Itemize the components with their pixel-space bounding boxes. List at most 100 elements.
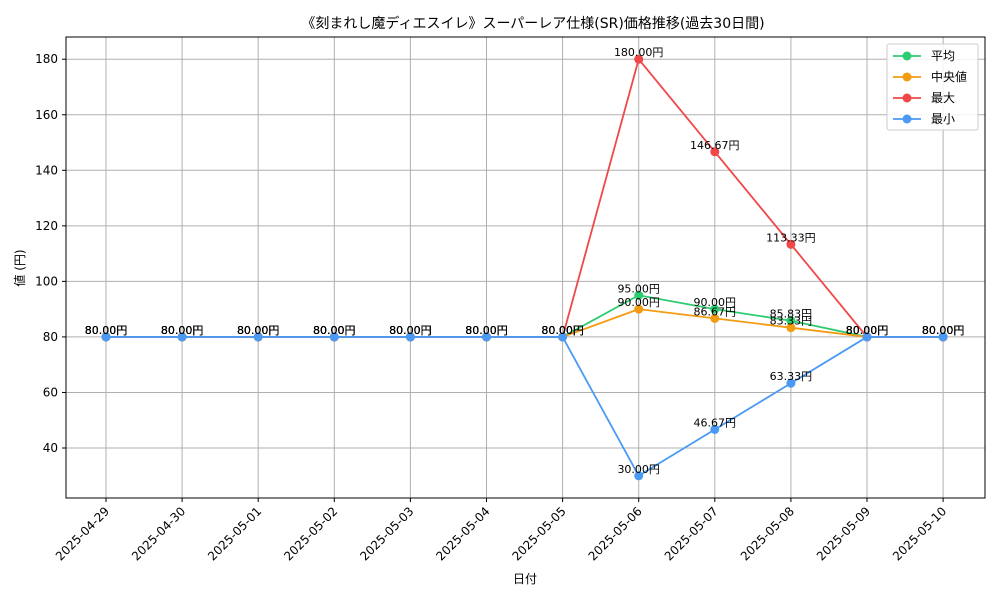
data-label-2-11: 80.00円 — [922, 324, 965, 337]
series-line-3 — [106, 336, 944, 478]
legend-label-0: 平均 — [931, 49, 955, 63]
x-tick-label: 2025-05-10 — [890, 504, 949, 563]
y-tick-label: 140 — [35, 163, 58, 177]
data-label-1-10: 80.00円 — [846, 324, 889, 337]
x-tick-label: 2025-05-07 — [662, 504, 721, 563]
data-point-0-7 — [634, 290, 644, 300]
data-label-3-0: 80.00円 — [85, 324, 128, 337]
x-tick-label: 2025-05-05 — [510, 504, 569, 563]
data-label-1-4: 80.00円 — [389, 324, 432, 337]
data-label-1-9: 83.33円 — [770, 315, 813, 328]
data-label-1-11: 80.00円 — [922, 324, 965, 337]
legend-label-2: 最大 — [931, 91, 955, 105]
data-label-2-8: 146.67円 — [690, 139, 740, 152]
data-point-2-9 — [786, 239, 796, 249]
data-label-0-10: 80.00円 — [846, 324, 889, 337]
plot-frame — [65, 36, 986, 499]
data-label-0-0: 80.00円 — [85, 324, 128, 337]
y-axis-ticks: 40 60 80 100 120 140 160 180 — [35, 52, 66, 455]
data-point-3-5 — [482, 332, 491, 342]
data-label-3-10: 80.00円 — [846, 324, 889, 337]
data-label-2-5: 80.00円 — [465, 324, 508, 337]
data-point-1-7 — [634, 304, 644, 314]
data-label-2-9: 113.33円 — [766, 231, 816, 244]
x-tick-label: 2025-04-30 — [129, 504, 188, 563]
y-tick-label: 40 — [43, 441, 58, 455]
chart-title: 《刻まれし魔ディエスイレ》スーパーレア仕様(SR)価格推移(過去30日間) — [301, 15, 764, 32]
data-label-2-0: 80.00円 — [85, 324, 128, 337]
data-label-3-2: 80.00円 — [237, 324, 280, 337]
y-tick-label: 180 — [35, 52, 58, 66]
data-point-3-6 — [558, 332, 568, 342]
data-point-3-11 — [938, 332, 948, 342]
y-tick-label: 100 — [35, 274, 58, 288]
data-point-3-3 — [329, 332, 339, 342]
data-point-1-9 — [786, 323, 796, 333]
data-point-3-2 — [253, 332, 263, 342]
data-point-0-9 — [786, 316, 796, 326]
data-label-1-5: 80.00円 — [465, 324, 508, 337]
x-tick-label: 2025-05-02 — [281, 504, 340, 563]
x-tick-label: 2025-05-06 — [586, 504, 645, 563]
x-tick-label: 2025-05-04 — [433, 504, 492, 563]
data-point-2-7 — [634, 54, 644, 64]
data-label-1-7: 90.00円 — [617, 296, 660, 309]
data-point-3-4 — [405, 332, 415, 342]
data-point-1-8 — [710, 313, 720, 323]
data-label-3-7: 30.00円 — [617, 463, 660, 476]
data-point-3-0 — [101, 332, 111, 342]
data-label-3-11: 80.00円 — [922, 324, 965, 337]
data-label-2-3: 80.00円 — [313, 324, 356, 337]
y-tick-label: 160 — [35, 108, 58, 122]
data-label-2-2: 80.00円 — [237, 324, 280, 337]
data-label-3-5: 80.00円 — [465, 324, 508, 337]
data-label-0-3: 80.00円 — [313, 324, 356, 337]
data-label-2-4: 80.00円 — [389, 324, 432, 337]
legend-marker-0 — [902, 51, 912, 61]
data-label-3-4: 80.00円 — [389, 324, 432, 337]
legend-marker-2 — [902, 93, 912, 103]
data-label-0-1: 80.00円 — [161, 324, 204, 337]
legend-label-1: 中央値 — [931, 69, 967, 84]
y-tick-label: 120 — [35, 219, 58, 233]
y-tick-label: 60 — [43, 385, 58, 399]
data-label-0-11: 80.00円 — [922, 324, 965, 337]
data-point-3-9 — [786, 378, 796, 388]
x-tick-label: 2025-04-29 — [53, 504, 112, 563]
data-label-1-1: 80.00円 — [161, 324, 204, 337]
grid-lines — [66, 37, 985, 498]
x-tick-label: 2025-05-09 — [814, 504, 873, 563]
data-label-0-5: 80.00円 — [465, 324, 508, 337]
data-label-3-3: 80.00円 — [313, 324, 356, 337]
legend-marker-3 — [902, 114, 912, 124]
data-point-2-8 — [710, 147, 720, 157]
data-label-0-2: 80.00円 — [237, 324, 280, 337]
x-tick-label: 2025-05-08 — [738, 504, 797, 563]
y-axis-label: 値 (円) — [12, 249, 27, 286]
x-axis-label: 日付 — [513, 572, 537, 586]
data-label-2-1: 80.00円 — [161, 324, 204, 337]
x-tick-label: 2025-05-03 — [357, 504, 416, 563]
data-label-2-6: 80.00円 — [541, 324, 584, 337]
data-label-2-10: 80.00円 — [846, 324, 889, 337]
data-point-0-8 — [710, 304, 720, 314]
data-labels: 80.00円 80.00円 80.00円 80.00円 80.00円 80.00円 80.0… — [85, 46, 965, 476]
legend-label-3: 最小 — [931, 112, 955, 126]
x-tick-label: 2025-05-01 — [205, 504, 264, 563]
data-label-1-8: 86.67円 — [694, 305, 737, 318]
data-label-0-6: 80.00円 — [541, 324, 584, 337]
data-point-3-10 — [862, 332, 872, 342]
legend-box — [886, 43, 979, 131]
legend-marker-1 — [902, 72, 912, 82]
data-label-1-6: 80.00円 — [541, 324, 584, 337]
data-label-3-1: 80.00円 — [161, 324, 204, 337]
data-label-0-4: 80.00円 — [389, 324, 432, 337]
data-label-0-9: 85.83円 — [770, 308, 813, 321]
data-label-1-0: 80.00円 — [85, 324, 128, 337]
data-label-2-7: 180.00円 — [614, 46, 664, 59]
y-tick-label: 80 — [43, 330, 58, 344]
data-label-3-8: 46.67円 — [694, 416, 737, 429]
series-lines — [101, 54, 948, 481]
